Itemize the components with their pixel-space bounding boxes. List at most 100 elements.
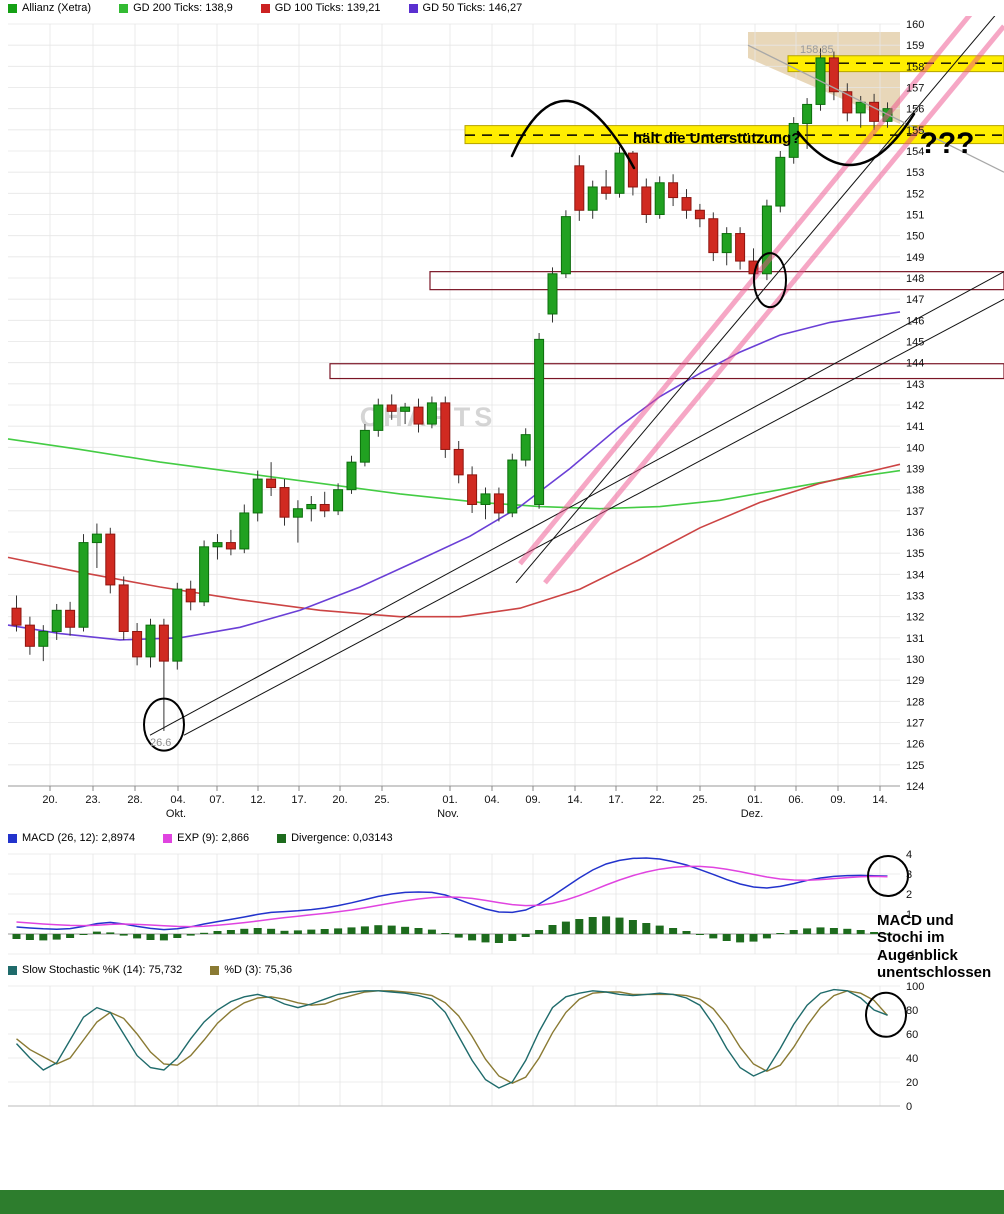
legend-item-stoch-d: %D (3): 75,36 <box>210 964 292 976</box>
svg-text:137: 137 <box>906 506 924 518</box>
svg-text:156: 156 <box>906 104 924 116</box>
svg-text:140: 140 <box>906 442 924 454</box>
stoch-k-label: Slow Stochastic %K (14): 75,732 <box>22 964 183 976</box>
gd100-label: GD 100 Ticks: 139,21 <box>274 2 381 14</box>
axes: 100 80 60 40 20 0 <box>906 981 924 1112</box>
legend-item-exp: EXP (9): 2,866 <box>163 832 249 844</box>
svg-text:129: 129 <box>906 675 924 687</box>
svg-text:143: 143 <box>906 379 924 391</box>
svg-text:124: 124 <box>906 781 924 793</box>
svg-text:147: 147 <box>906 294 924 306</box>
annotation-labels: hält die Unterstützung? ??? 158.85 26.6 <box>150 44 974 749</box>
moving-averages <box>7 311 901 641</box>
svg-text:130: 130 <box>906 654 924 666</box>
svg-text:Dez.: Dez. <box>741 808 764 820</box>
macd-swatch-icon <box>8 833 17 843</box>
svg-text:144: 144 <box>906 358 924 370</box>
bottom-spacer <box>0 1112 1004 1190</box>
gd200-swatch-icon <box>119 3 129 13</box>
svg-text:127: 127 <box>906 718 924 730</box>
signal-line <box>16 865 888 928</box>
svg-text:04.: 04. <box>170 794 185 806</box>
annotation-circles <box>867 855 909 897</box>
legend-item-gd100: GD 100 Ticks: 139,21 <box>260 2 381 14</box>
svg-text:145: 145 <box>906 337 924 349</box>
svg-text:1: 1 <box>906 909 912 921</box>
divergence-swatch-icon <box>277 833 287 843</box>
svg-text:14.: 14. <box>872 794 887 806</box>
axes: 4 3 2 1 -1 <box>906 849 916 961</box>
svg-text:158.85: 158.85 <box>800 44 834 56</box>
svg-text:06.: 06. <box>788 794 803 806</box>
svg-text:-1: -1 <box>906 949 916 961</box>
stochastic-indicator-chart: 100 80 60 40 20 0 <box>8 981 924 1112</box>
legend-item-divergence: Divergence: 0,03143 <box>277 832 393 844</box>
svg-text:151: 151 <box>906 210 924 222</box>
gd200-label: GD 200 Ticks: 138,9 <box>133 2 233 14</box>
svg-text:153: 153 <box>906 167 924 179</box>
svg-text:131: 131 <box>906 633 924 645</box>
svg-text:158: 158 <box>906 61 924 73</box>
svg-text:80: 80 <box>906 1005 918 1017</box>
svg-text:160: 160 <box>906 19 924 31</box>
svg-text:26.6: 26.6 <box>150 737 171 749</box>
svg-text:60: 60 <box>906 1029 918 1041</box>
svg-text:28.: 28. <box>127 794 142 806</box>
svg-text:4: 4 <box>906 849 912 861</box>
svg-text:14.: 14. <box>567 794 582 806</box>
svg-text:100: 100 <box>906 981 924 993</box>
svg-text:20.: 20. <box>332 794 347 806</box>
stoch-k-swatch-icon <box>8 965 17 975</box>
svg-text:141: 141 <box>906 421 924 433</box>
svg-text:25.: 25. <box>692 794 707 806</box>
svg-text:152: 152 <box>906 188 924 200</box>
svg-text:17.: 17. <box>608 794 623 806</box>
footer-bar <box>0 1190 1004 1214</box>
svg-text:142: 142 <box>906 400 924 412</box>
svg-text:155: 155 <box>906 125 924 137</box>
stoch-d-swatch-icon <box>210 965 220 975</box>
main-chart-legend: Allianz (Xetra) GD 200 Ticks: 138,9 GD 1… <box>0 0 1004 16</box>
svg-text:04.: 04. <box>484 794 499 806</box>
resistance-zones <box>329 271 1004 380</box>
svg-text:146: 146 <box>906 315 924 327</box>
annotation-circle <box>867 855 909 897</box>
stoch-d-label: %D (3): 75,36 <box>224 964 293 976</box>
svg-text:2: 2 <box>906 889 912 901</box>
macd-label: MACD (26, 12): 2,8974 <box>22 832 136 844</box>
svg-text:150: 150 <box>906 231 924 243</box>
legend-item-stoch-k: Slow Stochastic %K (14): 75,732 <box>8 964 182 976</box>
legend-item-macd: MACD (26, 12): 2,8974 <box>8 832 135 844</box>
exp-swatch-icon <box>163 833 173 843</box>
symbol-swatch-icon <box>8 3 17 13</box>
grid <box>8 853 900 955</box>
svg-text:139: 139 <box>906 464 924 476</box>
svg-text:136: 136 <box>906 527 924 539</box>
gd100-swatch-icon <box>260 3 270 13</box>
annotation-circles <box>865 991 907 1038</box>
gd50-label: GD 50 Ticks: 146,27 <box>422 2 523 14</box>
svg-text:01.: 01. <box>747 794 762 806</box>
svg-text:40: 40 <box>906 1053 918 1065</box>
macd-legend: MACD (26, 12): 2,8974 EXP (9): 2,866 Div… <box>0 830 1004 846</box>
svg-text:0: 0 <box>906 1101 912 1112</box>
price-candlestick-chart: CHARTShält die Unterstützung????158.8526… <box>7 16 1004 820</box>
macd-indicator-chart: 4 3 2 1 -1 <box>8 849 916 961</box>
symbol-label: Allianz (Xetra) <box>22 2 92 14</box>
svg-text:hält die Unterstützung?: hält die Unterstützung? <box>633 130 801 147</box>
svg-text:09.: 09. <box>525 794 540 806</box>
annotation-circle <box>753 252 787 309</box>
svg-text:125: 125 <box>906 760 924 772</box>
svg-text:138: 138 <box>906 485 924 497</box>
annotation-circle <box>865 991 907 1038</box>
svg-text:133: 133 <box>906 591 924 603</box>
grid <box>8 985 900 1107</box>
svg-text:01.: 01. <box>442 794 457 806</box>
svg-text:148: 148 <box>906 273 924 285</box>
svg-text:17.: 17. <box>291 794 306 806</box>
legend-item-symbol: Allianz (Xetra) <box>8 2 91 14</box>
macd-stoch-note: MACD und Stochi im Augenblick unentschlo… <box>877 912 992 981</box>
svg-text:09.: 09. <box>830 794 845 806</box>
svg-text:159: 159 <box>906 40 924 52</box>
